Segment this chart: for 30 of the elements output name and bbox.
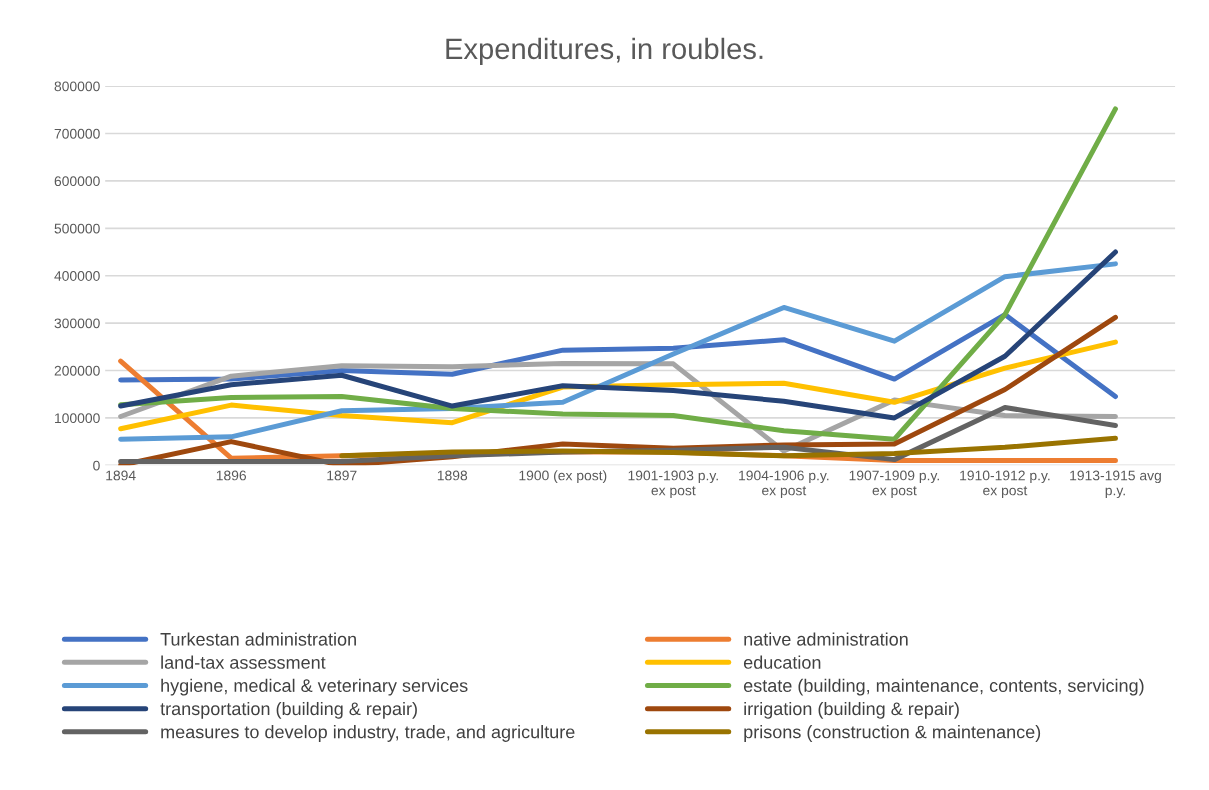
legend-label: measures to develop industry, trade, and agriculture xyxy=(161,725,575,742)
y-tick-label: 100000 xyxy=(55,413,100,424)
x-tick-label: 1910-1912 p.y. ex post xyxy=(960,470,1050,499)
y-tick-label: 500000 xyxy=(54,223,100,234)
legend-label: transportation (building & repair) xyxy=(160,701,417,719)
legend-label: estate (building, maintenance, contents, servicing) xyxy=(743,678,1144,696)
y-tick-label: 400000 xyxy=(54,271,100,281)
legend-label: irrigation (building & repair) xyxy=(744,701,959,719)
x-tick-label: 1907-1909 p.y. ex post xyxy=(849,470,939,499)
legend-label: hygiene, medical & veterinary services xyxy=(161,678,468,696)
y-tick-label: 300000 xyxy=(54,318,100,329)
chart-title: Expenditures, in roubles. xyxy=(446,37,763,65)
x-tick-label: 1913-1915 avg p.y. xyxy=(1070,470,1161,499)
x-tick-label: 1901-1903 p.y. ex post xyxy=(628,470,718,499)
x-tick-label: 1894 xyxy=(106,470,136,481)
legend-label: native administration xyxy=(744,632,908,646)
legend-label: Turkestan administration xyxy=(160,632,356,646)
x-tick-label: 1897 xyxy=(327,470,357,481)
y-tick-label: 0 xyxy=(93,460,100,471)
y-tick-label: 600000 xyxy=(54,176,100,187)
x-tick-label: 1900 (ex post) xyxy=(519,470,607,484)
y-tick-label: 700000 xyxy=(54,128,100,139)
y-tick-label: 800000 xyxy=(54,81,100,92)
x-tick-label: 1896 xyxy=(216,470,247,481)
x-tick-label: 1904-1906 p.y. ex post xyxy=(739,470,829,499)
x-tick-label: 1898 xyxy=(437,470,468,481)
legend-label: education xyxy=(743,655,821,669)
legend-label: land-tax assessment xyxy=(161,655,326,669)
legend-label: prisons (construction & maintenance) xyxy=(744,725,1041,742)
y-tick-label: 200000 xyxy=(54,365,100,376)
